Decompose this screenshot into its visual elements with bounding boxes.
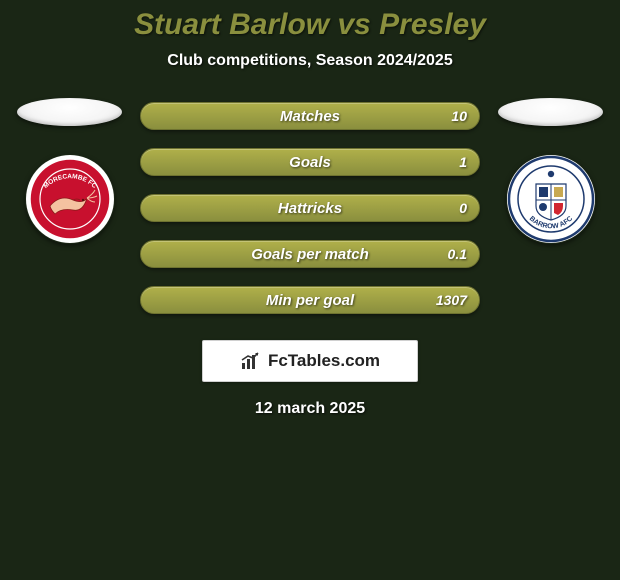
stats-column: Matches 10 Goals 1 Hattricks 0 Goals per… (140, 98, 480, 314)
stat-label: Min per goal (266, 292, 354, 309)
brand-text: FcTables.com (268, 351, 380, 371)
main-row: MORECAMBE FC Matches 10 Goals 1 (0, 98, 620, 314)
footer: FcTables.com 12 march 2025 (0, 340, 620, 418)
stat-label: Matches (280, 108, 340, 125)
player-right-club-badge: BARROW AFC (506, 154, 596, 244)
player-left-column: MORECAMBE FC (17, 98, 122, 244)
date-label: 12 march 2025 (255, 400, 365, 418)
stat-right-value: 0 (459, 200, 467, 216)
comparison-widget: Stuart Barlow vs Presley Club competitio… (0, 0, 620, 418)
page-title: Stuart Barlow vs Presley (0, 8, 620, 42)
stat-label: Goals per match (251, 246, 369, 263)
brand-chart-icon (240, 350, 262, 372)
stat-right-value: 1 (459, 154, 467, 170)
stat-right-value: 0.1 (448, 246, 467, 262)
stat-row-min-per-goal: Min per goal 1307 (140, 286, 480, 314)
stat-right-value: 1307 (436, 292, 467, 308)
subtitle: Club competitions, Season 2024/2025 (0, 52, 620, 70)
stat-label: Goals (289, 154, 331, 171)
brand-box[interactable]: FcTables.com (202, 340, 418, 382)
stat-row-matches: Matches 10 (140, 102, 480, 130)
stat-label: Hattricks (278, 200, 342, 217)
stat-row-hattricks: Hattricks 0 (140, 194, 480, 222)
player-left-photo (17, 98, 122, 126)
player-left-club-badge: MORECAMBE FC (25, 154, 115, 244)
stat-right-value: 10 (451, 108, 467, 124)
player-right-photo (498, 98, 603, 126)
morecambe-badge-svg: MORECAMBE FC (25, 154, 115, 244)
barrow-badge-svg: BARROW AFC (506, 154, 596, 244)
player-right-column: BARROW AFC (498, 98, 603, 244)
stat-row-goals-per-match: Goals per match 0.1 (140, 240, 480, 268)
stat-row-goals: Goals 1 (140, 148, 480, 176)
